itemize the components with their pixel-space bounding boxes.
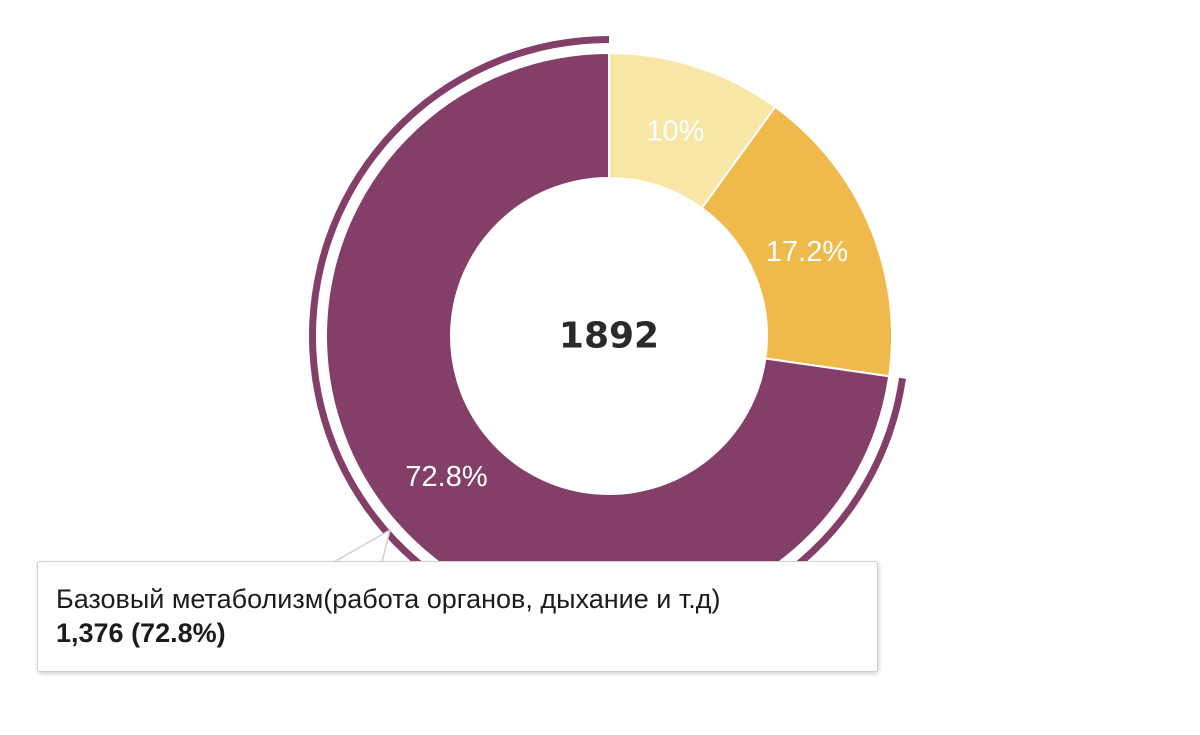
donut-slice-2[interactable]: [700, 105, 893, 378]
slice-percent-label-2: 17.2%: [766, 236, 848, 268]
tooltip-value: 1,376 (72.8%): [56, 618, 226, 648]
slice-percent-label-1: 10%: [646, 116, 704, 148]
tooltip-series-name: Базовый метаболизм(работа органов, дыхан…: [56, 584, 721, 614]
slice-tooltip: Базовый метаболизм(работа органов, дыхан…: [37, 561, 878, 672]
slice-percent-label-3: 72.8%: [405, 461, 487, 493]
donut-center-total: 1892: [559, 316, 659, 357]
